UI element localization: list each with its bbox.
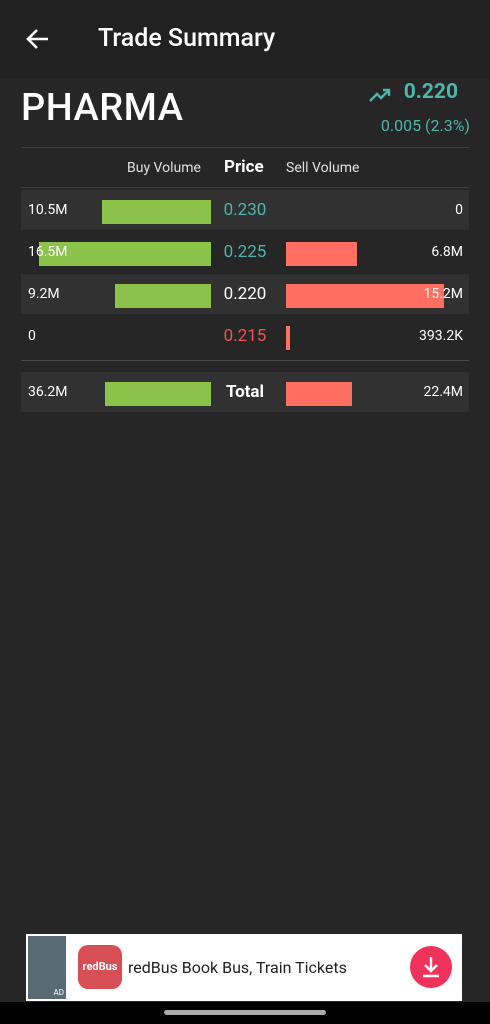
ad-banner[interactable]: AD redBus redBus Book Bus, Train Tickets bbox=[26, 934, 462, 1001]
sell-volume: 0 bbox=[455, 202, 463, 218]
buy-bar bbox=[115, 284, 211, 308]
column-header: Buy Volume bbox=[127, 160, 201, 176]
buy-bar bbox=[101, 200, 211, 224]
price: Total bbox=[225, 382, 265, 402]
sell-volume: 393.2K bbox=[419, 328, 463, 344]
sell-volume: 15.2M bbox=[423, 286, 463, 302]
table-row: 36.2M Total 22.4M bbox=[21, 372, 469, 412]
buy-volume: 16.5M bbox=[28, 244, 68, 260]
ad-image: AD bbox=[28, 936, 66, 999]
sell-bar bbox=[286, 242, 357, 266]
nav-bar bbox=[0, 1002, 490, 1024]
price-change: 0.005 (2.3%) bbox=[380, 116, 470, 135]
table-row: 16.5M 0.225 6.8M bbox=[21, 232, 469, 272]
sell-bar bbox=[286, 382, 352, 406]
table-row: 10.5M 0.230 0 bbox=[21, 190, 469, 230]
trend-icon bbox=[369, 88, 391, 102]
ad-badge: AD bbox=[53, 988, 64, 997]
sell-bar bbox=[286, 284, 445, 308]
price: 0.230 bbox=[223, 200, 267, 220]
buy-volume: 9.2M bbox=[28, 286, 60, 302]
buy-volume: 10.5M bbox=[28, 202, 68, 218]
buy-volume: 36.2M bbox=[28, 384, 68, 400]
buy-volume: 0 bbox=[28, 328, 36, 344]
column-header: Sell Volume bbox=[286, 160, 360, 176]
stock-name: PHARMA bbox=[21, 86, 184, 130]
price: 0.220 bbox=[223, 284, 267, 304]
download-button[interactable] bbox=[410, 946, 452, 988]
price: 0.215 bbox=[223, 326, 267, 346]
app-icon: redBus bbox=[78, 945, 122, 989]
back-button[interactable] bbox=[24, 27, 50, 51]
divider bbox=[21, 147, 469, 148]
table-row: 9.2M 0.220 15.2M bbox=[21, 274, 469, 314]
last-price: 0.220 bbox=[403, 80, 458, 104]
home-indicator[interactable] bbox=[164, 1010, 326, 1015]
divider bbox=[21, 187, 469, 188]
buy-bar bbox=[104, 382, 211, 406]
sell-bar bbox=[286, 326, 291, 350]
price: 0.225 bbox=[223, 242, 267, 262]
column-header: Price bbox=[224, 157, 264, 177]
page-title: Trade Summary bbox=[98, 24, 276, 53]
sell-volume: 6.8M bbox=[431, 244, 463, 260]
ad-text: redBus Book Bus, Train Tickets bbox=[128, 958, 347, 977]
buy-bar bbox=[39, 242, 211, 266]
top-bar: Trade Summary bbox=[0, 0, 490, 78]
table-row: 0 0.215 393.2K bbox=[21, 316, 469, 356]
divider bbox=[21, 360, 469, 361]
sell-volume: 22.4M bbox=[423, 384, 463, 400]
